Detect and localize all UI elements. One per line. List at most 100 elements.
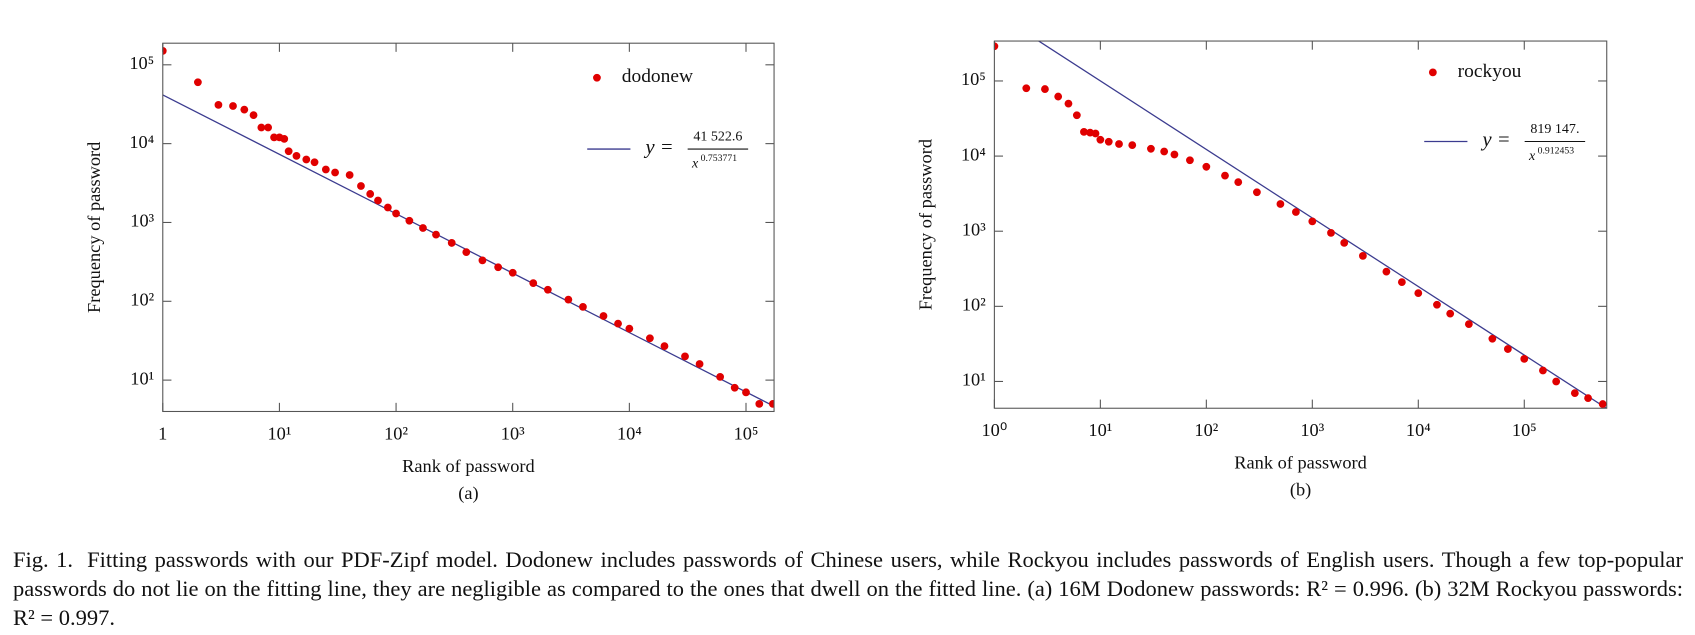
point — [331, 168, 339, 177]
point — [462, 248, 471, 257]
point — [240, 105, 249, 114]
point — [1072, 111, 1081, 120]
point — [1147, 144, 1155, 153]
fit-base: x — [1528, 148, 1536, 164]
point — [660, 342, 669, 350]
figure: 1 10¹ 10² 10³ 10⁴ 10⁵ 10¹ 10² 10³ 10⁴ 10⁵ Rank of p… — [84, 40, 1608, 504]
point — [564, 295, 573, 304]
point — [730, 383, 739, 392]
x-tick-label: 10² — [384, 423, 408, 443]
point — [1292, 208, 1300, 216]
point — [284, 147, 293, 156]
x-axis-label: Rank of password — [402, 456, 535, 476]
point — [646, 334, 654, 343]
point — [1234, 178, 1243, 187]
point — [1170, 150, 1179, 159]
point — [1186, 156, 1194, 165]
point — [1253, 188, 1261, 197]
point — [447, 239, 456, 247]
point — [494, 263, 503, 272]
point — [1115, 140, 1123, 148]
point — [695, 360, 704, 368]
point — [214, 101, 223, 109]
point — [1414, 289, 1423, 297]
point — [1104, 137, 1113, 146]
point — [543, 285, 552, 294]
point — [270, 133, 278, 142]
point — [1539, 366, 1547, 375]
point — [419, 224, 427, 232]
x-axis-label: Rank of password — [1234, 453, 1367, 473]
legend-marker — [593, 73, 601, 82]
point — [162, 47, 167, 55]
caption-text: Fitting passwords with our PDF-Zipf mode… — [13, 547, 1683, 630]
y-tick-label: 10³ — [962, 219, 986, 239]
fit-base: x — [691, 155, 699, 171]
subcaption: (b) — [1290, 480, 1311, 501]
subcaption: (a) — [458, 483, 478, 504]
point — [321, 165, 330, 174]
fit-exponent: 0.753771 — [701, 153, 738, 164]
caption: Fig. 1. Fitting passwords with our PDF-Zi… — [13, 545, 1683, 632]
legend-marker — [1428, 68, 1437, 77]
plot-area — [162, 47, 775, 408]
point — [1128, 141, 1137, 149]
caption-label: Fig. 1. — [13, 547, 74, 572]
point — [478, 256, 487, 265]
point — [508, 268, 517, 277]
point — [405, 216, 414, 225]
y-tick-label: 10² — [962, 295, 986, 315]
point — [625, 324, 634, 333]
point — [1552, 377, 1561, 386]
fit-exponent: 0.912453 — [1538, 145, 1575, 156]
y-tick-label: 10¹ — [962, 370, 986, 390]
point — [345, 171, 354, 179]
point — [599, 312, 608, 320]
x-tick-label: 10² — [1194, 420, 1218, 440]
point — [229, 102, 237, 110]
x-tick-label: 10⁰ — [982, 420, 1008, 440]
point — [357, 182, 365, 190]
fit-coefficient: 41 522.6 — [693, 128, 742, 144]
point — [614, 319, 622, 328]
x-tick-label: 10¹ — [1088, 420, 1112, 440]
x-tick-label: 10⁵ — [734, 423, 759, 443]
y-tick-label: 10³ — [130, 211, 154, 231]
plot-frame — [162, 42, 775, 413]
legend-label: dodonew — [622, 66, 693, 87]
point — [292, 151, 301, 160]
point — [1397, 278, 1406, 287]
point — [579, 302, 587, 311]
point — [383, 203, 392, 212]
point — [1340, 238, 1349, 247]
fit-lhs: y = — [644, 137, 674, 159]
point — [994, 42, 999, 51]
point — [1464, 320, 1473, 328]
point — [681, 352, 689, 361]
y-tick-label: 10⁴ — [961, 144, 986, 164]
y-tick-label: 10⁴ — [129, 132, 154, 152]
x-tick-label: 10¹ — [267, 423, 291, 443]
point — [302, 155, 311, 164]
legend-label: rockyou — [1458, 61, 1522, 82]
point — [742, 388, 750, 397]
x-tick-label: 10⁴ — [1406, 420, 1431, 440]
point — [1091, 129, 1100, 138]
x-tick-label: 10⁵ — [1512, 420, 1537, 440]
y-tick-label: 10¹ — [130, 368, 154, 388]
point — [1584, 394, 1592, 403]
point — [1080, 127, 1088, 136]
point — [755, 399, 764, 408]
point — [1446, 309, 1455, 318]
x-tick-label: 10³ — [501, 423, 525, 443]
point — [310, 158, 319, 167]
point — [1598, 400, 1607, 408]
point — [1308, 217, 1317, 226]
point — [1096, 135, 1105, 144]
point — [392, 209, 400, 218]
x-tick-label: 10⁴ — [617, 423, 642, 443]
point — [1433, 300, 1441, 309]
plot-frame — [993, 40, 1608, 409]
point — [1221, 171, 1229, 180]
